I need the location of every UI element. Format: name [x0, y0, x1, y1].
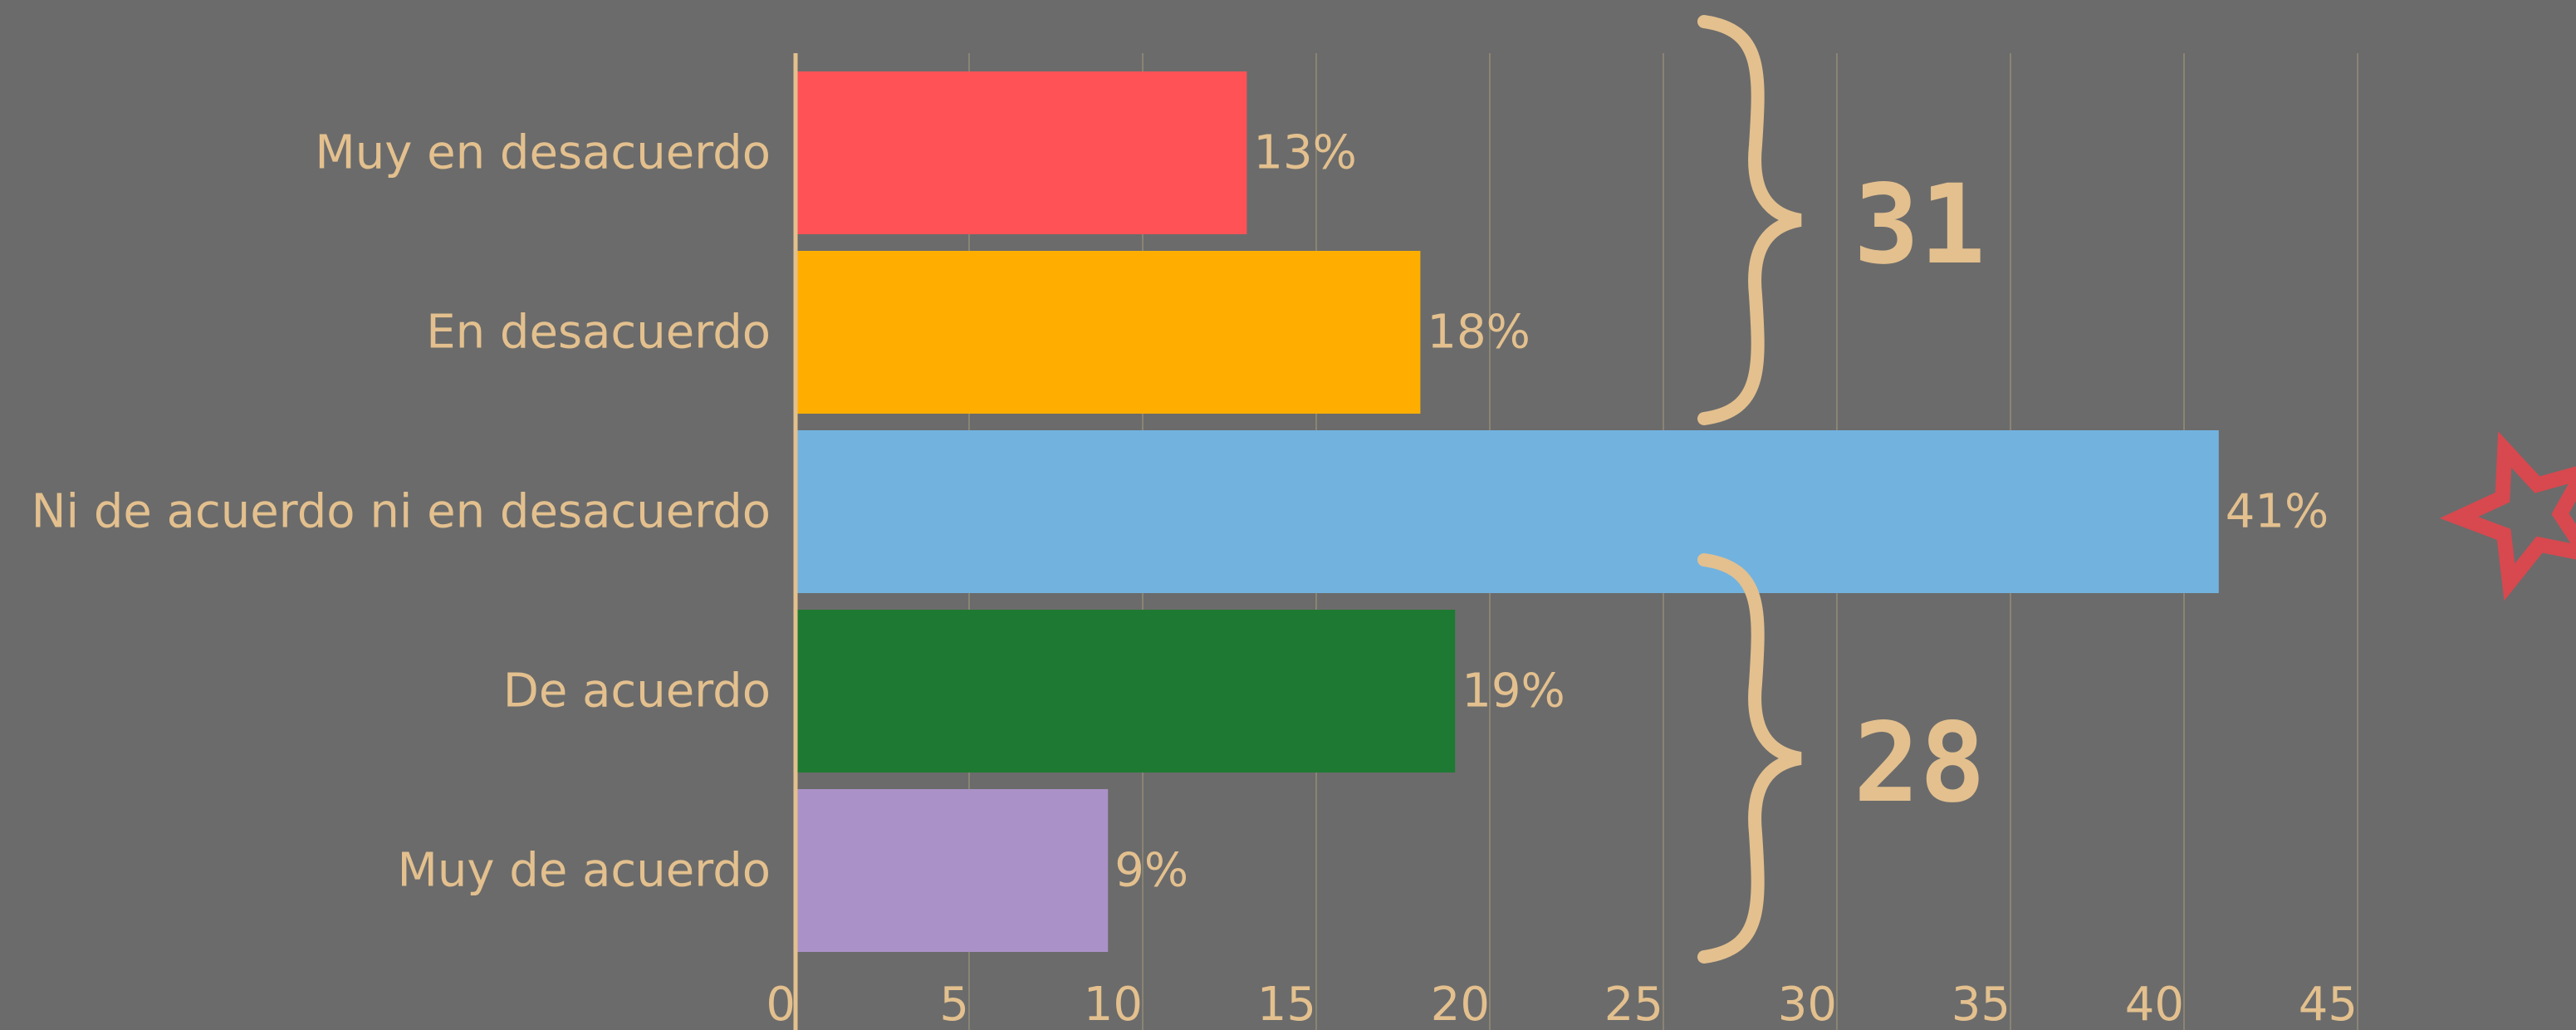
x-tick-label: 45: [2299, 978, 2358, 1030]
category-labels: Muy en desacuerdo En desacuerdo Ni de acue…: [32, 126, 771, 898]
x-tick-label: 15: [1257, 978, 1316, 1030]
x-tick-label: 5: [939, 978, 969, 1030]
value-labels: 13% 18% 41% 19% 9%: [1114, 126, 2329, 898]
value-label: 9%: [1114, 844, 1188, 898]
category-label: De acuerdo: [503, 665, 771, 719]
x-tick-label: 35: [1952, 978, 2010, 1030]
star-icon: [2439, 431, 2576, 601]
brace-icon: [1697, 15, 1802, 425]
bar: [796, 251, 1421, 414]
x-tick-label: 40: [2125, 978, 2184, 1030]
bar: [796, 430, 2219, 593]
x-axis-ticks: 0 5 10 15 20 25 30 35 40 45: [766, 978, 2358, 1030]
x-tick-label: 20: [1431, 978, 1490, 1030]
annotations: 31 28: [1697, 15, 2576, 964]
x-tick-label: 30: [1778, 978, 1837, 1030]
value-label: 19%: [1462, 665, 1565, 719]
brace-icon: [1697, 553, 1802, 964]
bar: [796, 789, 1109, 952]
x-tick-label: 10: [1084, 978, 1143, 1030]
value-label: 18%: [1427, 306, 1530, 360]
x-tick-label: 25: [1604, 978, 1663, 1030]
group-total-label: 31: [1854, 161, 1986, 289]
category-label: Muy en desacuerdo: [315, 126, 771, 180]
group-total-label: 28: [1854, 699, 1986, 827]
bars: [796, 71, 2219, 952]
value-label: 13%: [1253, 126, 1356, 180]
x-tick-label: 0: [766, 978, 796, 1030]
value-label: 41%: [2226, 485, 2329, 539]
category-label: Muy de acuerdo: [398, 844, 771, 898]
bar: [796, 71, 1247, 234]
category-label: En desacuerdo: [426, 306, 771, 360]
bar: [796, 610, 1456, 772]
category-label: Ni de acuerdo ni en desacuerdo: [32, 485, 771, 539]
